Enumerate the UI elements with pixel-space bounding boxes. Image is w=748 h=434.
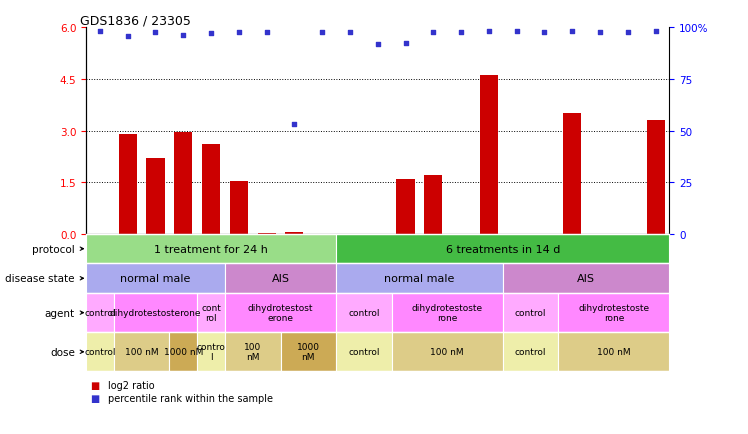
Text: protocol: protocol	[32, 244, 75, 254]
Point	[427, 30, 439, 37]
Point	[233, 30, 245, 37]
Text: dihydrotestoste
rone: dihydrotestoste rone	[578, 303, 649, 322]
Text: agent: agent	[45, 308, 75, 318]
Text: normal male: normal male	[384, 274, 455, 283]
Text: control: control	[515, 348, 546, 356]
Point	[372, 42, 384, 49]
Text: AIS: AIS	[272, 274, 289, 283]
Text: dihydrotestoste
rone: dihydrotestoste rone	[411, 303, 482, 322]
Text: 1000
nM: 1000 nM	[297, 342, 320, 362]
Bar	[119, 135, 137, 234]
Point	[455, 30, 467, 37]
Point	[289, 121, 301, 128]
Text: log2 ratio: log2 ratio	[108, 381, 155, 390]
Text: percentile rank within the sample: percentile rank within the sample	[108, 394, 274, 403]
Point	[94, 29, 106, 36]
Text: 100 nM: 100 nM	[430, 348, 464, 356]
Point	[150, 30, 162, 37]
Text: 100
nM: 100 nM	[244, 342, 261, 362]
Point	[566, 29, 578, 36]
Text: dihydrotestosterone: dihydrotestosterone	[110, 309, 201, 317]
Point	[399, 41, 411, 48]
Bar	[424, 176, 442, 234]
Bar	[147, 159, 165, 234]
Text: disease state: disease state	[5, 274, 75, 283]
Text: 100 nM: 100 nM	[125, 348, 159, 356]
Point	[511, 29, 523, 36]
Point	[649, 29, 661, 36]
Text: control: control	[85, 309, 116, 317]
Point	[539, 30, 551, 37]
Bar	[257, 233, 276, 234]
Bar	[174, 133, 192, 234]
Text: control: control	[348, 309, 379, 317]
Bar	[286, 233, 304, 234]
Point	[122, 33, 134, 40]
Point	[344, 30, 356, 37]
Point	[483, 29, 495, 36]
Bar	[396, 179, 414, 234]
Point	[622, 30, 634, 37]
Text: control: control	[85, 348, 116, 356]
Text: AIS: AIS	[577, 274, 595, 283]
Text: 1 treatment for 24 h: 1 treatment for 24 h	[154, 244, 268, 254]
Text: ■: ■	[90, 381, 99, 390]
Text: 1000 nM: 1000 nM	[164, 348, 203, 356]
Text: ■: ■	[90, 394, 99, 403]
Text: dose: dose	[50, 347, 75, 357]
Text: control: control	[515, 309, 546, 317]
Point	[260, 30, 272, 37]
Bar	[646, 121, 664, 234]
Text: contro
l: contro l	[197, 342, 225, 362]
Bar	[202, 145, 220, 234]
Text: 6 treatments in 14 d: 6 treatments in 14 d	[446, 244, 560, 254]
Bar	[563, 114, 581, 234]
Text: control: control	[348, 348, 379, 356]
Bar	[480, 76, 498, 234]
Point	[594, 30, 606, 37]
Point	[205, 30, 217, 37]
Text: 100 nM: 100 nM	[597, 348, 631, 356]
Bar	[230, 181, 248, 234]
Text: normal male: normal male	[120, 274, 191, 283]
Text: cont
rol: cont rol	[201, 303, 221, 322]
Point	[316, 30, 328, 37]
Text: dihydrotestost
erone: dihydrotestost erone	[248, 303, 313, 322]
Text: GDS1836 / 23305: GDS1836 / 23305	[80, 14, 191, 27]
Point	[177, 32, 189, 39]
